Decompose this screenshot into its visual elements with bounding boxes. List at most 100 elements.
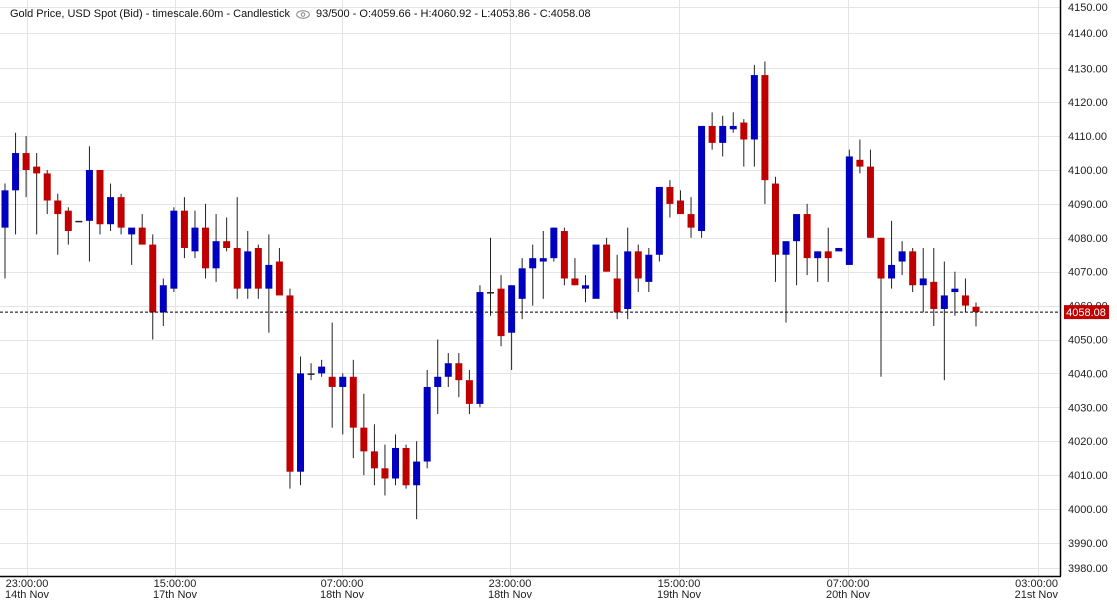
candle [634, 251, 642, 279]
candle [518, 268, 526, 299]
candle [434, 376, 442, 387]
candle [444, 363, 452, 377]
candle [455, 363, 463, 381]
candle [85, 170, 93, 221]
chart-title: Gold Price, USD Spot (Bid) - timescale.6… [10, 8, 290, 20]
candle [465, 380, 473, 404]
candle [771, 183, 779, 255]
candle [297, 373, 305, 472]
candle [835, 247, 843, 252]
candle [12, 153, 20, 191]
candle [560, 231, 568, 279]
candle [613, 278, 621, 313]
gridlines [0, 0, 1060, 576]
last-price-badge: 4058.08 [1064, 305, 1109, 320]
candle [107, 197, 115, 225]
candle [909, 251, 917, 286]
candle [487, 292, 494, 294]
y-tick-label: 4070.00 [1068, 267, 1108, 279]
candle [919, 278, 927, 286]
candle [370, 451, 378, 469]
candle [940, 295, 948, 309]
candle [392, 447, 400, 479]
candle [866, 166, 874, 238]
candle [360, 427, 368, 452]
candle [719, 125, 727, 143]
y-tick-label: 4140.00 [1068, 28, 1108, 40]
candle [698, 125, 706, 232]
candle [265, 264, 273, 289]
candle [740, 122, 748, 140]
candle [951, 288, 959, 293]
candle [972, 306, 980, 313]
candle [676, 200, 684, 215]
candle [824, 251, 832, 259]
y-axis[interactable]: 4150.00 4140.00 4130.00 4120.00 4110.00 4100.… [1068, 2, 1108, 575]
x-tick-date: 21st Nov [1015, 589, 1059, 601]
candle [645, 254, 653, 282]
candle [307, 373, 315, 375]
x-tick-time: 23:00:00 [6, 578, 49, 590]
candle [202, 227, 210, 269]
candle [476, 292, 484, 404]
candle [117, 197, 125, 228]
candle [508, 285, 516, 333]
candle [761, 75, 769, 181]
candle [233, 247, 241, 289]
candle [22, 153, 30, 170]
candle [539, 258, 547, 262]
y-tick-label: 4020.00 [1068, 436, 1108, 448]
candle [318, 366, 326, 374]
candle [961, 295, 969, 306]
x-tick-time: 07:00:00 [321, 578, 364, 590]
candle [930, 281, 938, 309]
y-tick-label: 3990.00 [1068, 538, 1108, 550]
candle [793, 214, 801, 242]
candle [244, 251, 252, 289]
candle [339, 376, 347, 387]
candle [254, 247, 262, 289]
y-tick-label: 4010.00 [1068, 470, 1108, 482]
candle [803, 214, 811, 259]
candle [708, 125, 716, 143]
candle [423, 386, 431, 462]
candle [170, 210, 178, 289]
y-tick-label: 4120.00 [1068, 97, 1108, 109]
candle [687, 214, 695, 228]
y-tick-label: 4150.00 [1068, 2, 1108, 14]
candle [275, 261, 283, 296]
candle [128, 227, 136, 235]
candle [33, 166, 41, 174]
candle [877, 237, 885, 279]
y-tick-label: 4030.00 [1068, 402, 1108, 414]
candle [54, 200, 62, 215]
x-tick-time: 23:00:00 [489, 578, 532, 590]
candle [655, 186, 663, 255]
candle [750, 75, 758, 140]
candle [581, 285, 589, 289]
candle [603, 244, 611, 272]
candle [666, 186, 674, 204]
candle [624, 251, 632, 309]
candle [43, 173, 51, 201]
x-tick-time: 03:00:00 [1015, 578, 1058, 590]
ohlc-stats: 93/500 - O:4059.66 - H:4060.92 - L:4053.… [315, 8, 591, 20]
y-tick-label: 4040.00 [1068, 368, 1108, 380]
candles [1, 61, 980, 520]
candle [402, 447, 410, 486]
candle [328, 376, 336, 387]
x-tick-time: 15:00:00 [154, 578, 197, 590]
candle [888, 264, 896, 279]
candle [286, 295, 294, 472]
candle [550, 227, 558, 259]
candle [856, 159, 864, 167]
y-tick-label: 3980.00 [1068, 563, 1108, 575]
y-tick-label: 4080.00 [1068, 233, 1108, 245]
y-tick-label: 4050.00 [1068, 335, 1108, 347]
candle [212, 241, 220, 269]
x-tick-date: 17th Nov [153, 589, 198, 601]
eye-icon[interactable] [296, 9, 310, 19]
